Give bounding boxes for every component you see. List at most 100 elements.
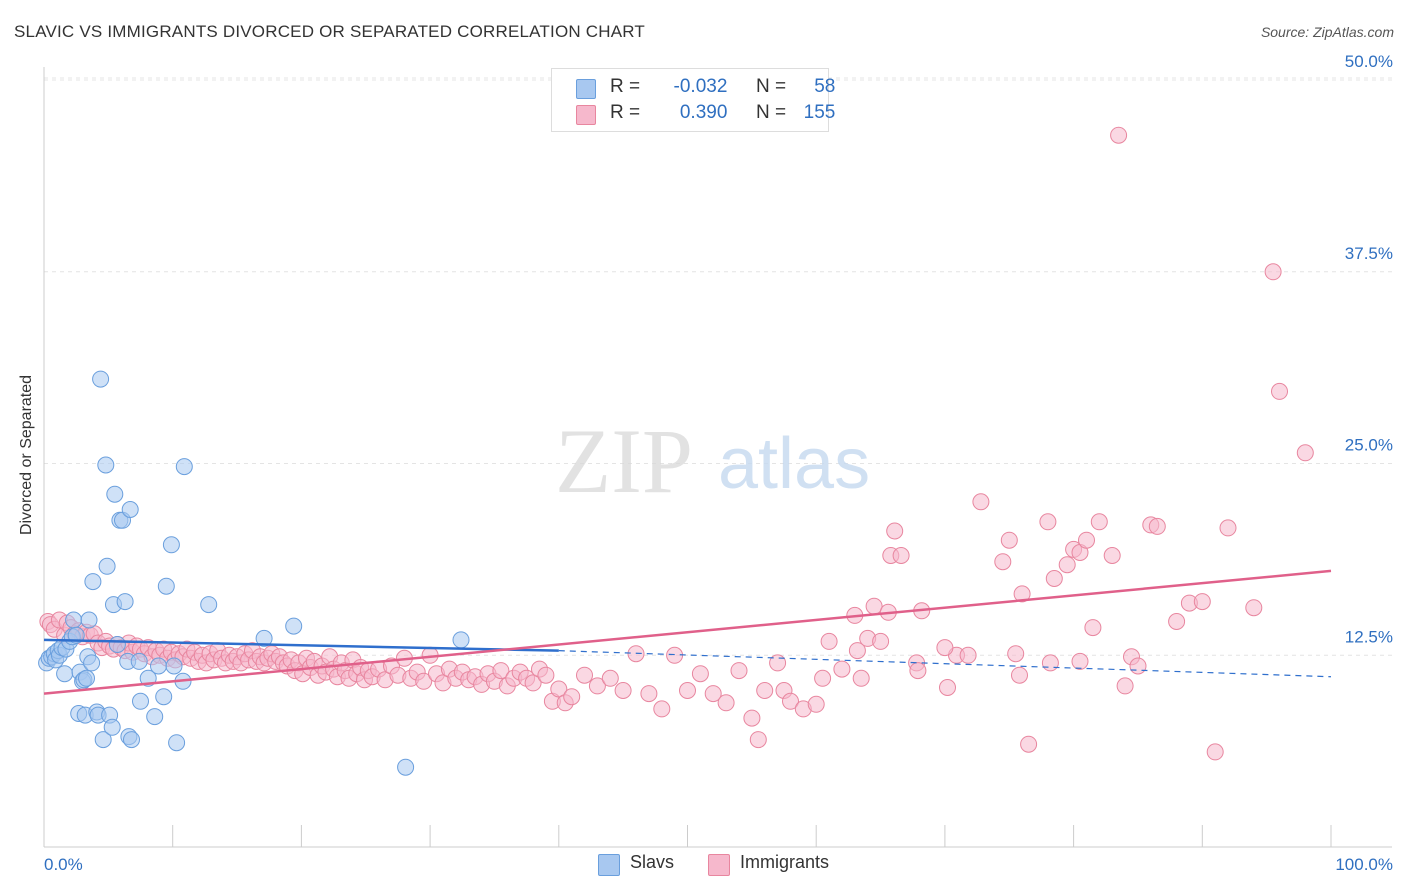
r-label: R = [610, 102, 641, 123]
slavs-point [97, 456, 115, 474]
immigrants-point [704, 685, 722, 703]
immigrants-point [1071, 652, 1089, 670]
immigrants-point [691, 665, 709, 683]
y-tick-label: 37.5% [1345, 244, 1393, 263]
immigrants-point [640, 685, 658, 703]
immigrants-point [1058, 556, 1076, 574]
immigrants-point [614, 682, 632, 699]
immigrants-point [524, 674, 542, 692]
slavs-point [94, 731, 112, 749]
slavs-point [83, 654, 101, 672]
immigrants-point [576, 666, 593, 684]
immigrants-point [601, 669, 619, 687]
watermark-atlas: atlas [718, 424, 870, 504]
immigrants-point [936, 639, 954, 657]
slavs-trend-line [43, 638, 559, 652]
immigrants-point [1110, 126, 1128, 144]
slavs-trend-extension [558, 650, 1332, 678]
y-tick-label: 50.0% [1345, 52, 1393, 71]
immigrants-point [1084, 619, 1102, 637]
slavs-point [162, 536, 180, 554]
immigrants-point [653, 700, 671, 718]
immigrants-point [886, 522, 904, 540]
slavs-point [285, 617, 303, 635]
immigrants-point [1116, 677, 1134, 695]
immigrants-point [1271, 382, 1288, 400]
slavs-point [150, 657, 167, 675]
slavs-n-value: 58 [814, 76, 836, 97]
immigrants-point [782, 692, 799, 710]
immigrants-point [833, 660, 851, 678]
immigrants-point [492, 662, 510, 680]
y-tick-label: 25.0% [1345, 436, 1393, 455]
slavs-point [65, 611, 83, 629]
immigrants-point [730, 662, 748, 680]
source-credit: Source: ZipAtlas.com [1260, 24, 1394, 40]
trend-lines [43, 569, 1332, 695]
immigrants-point [563, 688, 581, 706]
immigrants-point [1168, 613, 1186, 630]
immigrants-point [1245, 599, 1263, 617]
immigrants-legend-swatch [708, 854, 730, 876]
immigrants-point [814, 669, 832, 687]
slavs-legend-label: Slavs [630, 852, 675, 872]
immigrants-n-value: 155 [803, 102, 836, 123]
immigrants-point [1020, 735, 1038, 753]
immigrants-point [1000, 531, 1018, 549]
chart-title: SLAVIC VS IMMIGRANTS DIVORCED OR SEPARAT… [14, 22, 646, 41]
slavs-point [168, 734, 186, 752]
watermark: ZIP atlas [555, 410, 870, 512]
immigrants-point [749, 731, 767, 749]
x-tick-label: 100.0% [1335, 855, 1393, 874]
gridlines [44, 77, 1392, 656]
immigrants-point [1129, 657, 1147, 675]
immigrants-point [1219, 519, 1237, 537]
immigrants-point [807, 695, 825, 713]
slavs-point [98, 557, 116, 575]
immigrants-point [743, 709, 761, 727]
immigrants-point [1264, 263, 1282, 281]
immigrants-point [1045, 570, 1063, 587]
slavs-r-value: -0.032 [673, 76, 728, 97]
slavs-point [121, 501, 139, 518]
slavs-point [116, 593, 134, 611]
immigrants-point [852, 669, 870, 687]
immigrants-point [1206, 743, 1224, 761]
immigrants-point [939, 679, 956, 696]
slavs-point [108, 636, 126, 653]
immigrants-point [717, 694, 735, 712]
slavs-point [155, 688, 173, 706]
immigrants-point [1078, 531, 1095, 549]
immigrants-point [1041, 654, 1059, 672]
slavs-point [103, 718, 121, 736]
immigrants-point [1013, 585, 1031, 603]
slavs-point [130, 652, 148, 670]
slavs-point [84, 573, 102, 591]
immigrants-point [1296, 444, 1314, 462]
slavs-point [146, 708, 164, 726]
n-label: N = [755, 76, 787, 97]
immigrants-point [959, 646, 977, 664]
immigrants-point [994, 553, 1012, 571]
slavs-point [92, 370, 110, 388]
immigrants-point [909, 662, 927, 680]
immigrants-point [769, 654, 787, 672]
slavs-point [200, 596, 218, 614]
slavs-point [78, 669, 95, 687]
immigrants-point [1039, 513, 1057, 531]
immigrants-point [892, 547, 910, 564]
r-label: R = [610, 76, 641, 97]
slavs-point [132, 692, 149, 710]
axes [43, 67, 1392, 848]
immigrants-legend-label: Immigrants [740, 852, 830, 872]
immigrants-point [1193, 593, 1211, 611]
immigrants-point [756, 682, 774, 699]
immigrants-point [1011, 666, 1028, 684]
immigrants-point [1090, 513, 1108, 531]
slavs-point [165, 657, 183, 675]
slavs-point [123, 731, 140, 749]
immigrants-point [537, 666, 555, 684]
immigrants-swatch [576, 105, 596, 125]
immigrants-point [1148, 517, 1166, 535]
slavs-point [106, 485, 124, 503]
